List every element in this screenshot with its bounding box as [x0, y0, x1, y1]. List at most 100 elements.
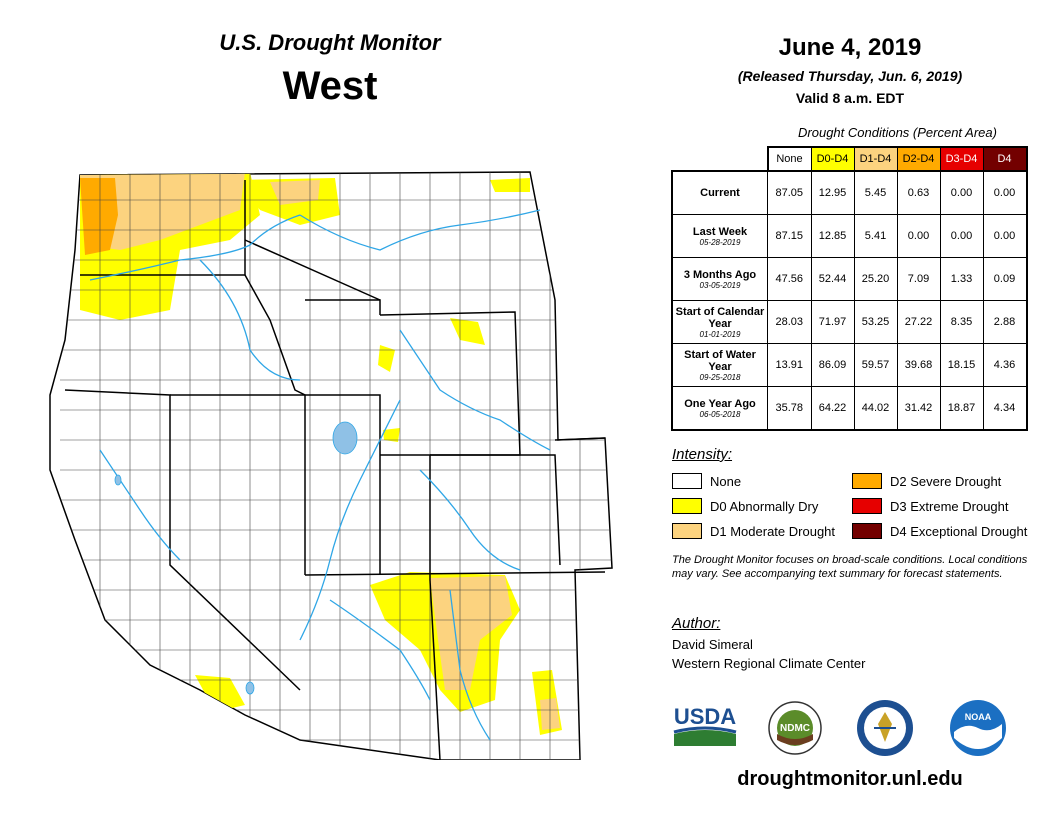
row-date: 03-05-2019 [699, 280, 741, 290]
region-title: West [282, 64, 378, 108]
table-cell: 0.63 [896, 170, 941, 215]
table-cell: 0.00 [982, 170, 1028, 215]
drought-areas [80, 172, 562, 735]
table-cell: 86.09 [810, 343, 855, 387]
d2-area-washington [80, 178, 118, 255]
legend-item: D0 Abnormally Dry [672, 497, 818, 515]
table-cell: 47.56 [767, 257, 812, 301]
lake-tahoe [114, 474, 122, 486]
d0-area-montana-east [490, 178, 530, 192]
author-name: David Simeral [672, 637, 753, 652]
commerce-seal-logo [857, 700, 913, 756]
d0-area-utah-small [378, 345, 395, 372]
table-row: 3 Months Ago 03-05-2019 47.56 52.44 25.20 7.0… [671, 257, 1028, 301]
row-date: 06-05-2018 [699, 409, 741, 419]
ndmc-logo-text: NDMC [780, 723, 810, 734]
table-cell: 0.00 [896, 214, 941, 258]
row-label-text: Start of Calendar Year [675, 305, 765, 330]
row-label: Start of Water Year 09-25-2018 [671, 343, 768, 387]
legend-label: D2 Severe Drought [890, 473, 1002, 489]
col-header-d0-d4: D0-D4 [810, 146, 855, 172]
table-row: Current 87.05 12.95 5.45 0.63 0.00 0.00 [671, 170, 1028, 215]
disclaimer-note: The Drought Monitor focuses on broad-sca… [672, 554, 1028, 580]
valid-time: Valid 8 a.m. EDT [795, 90, 905, 106]
col-header-d1-d4: D1-D4 [853, 146, 898, 172]
table-cell: 52.44 [810, 257, 855, 301]
salton-sea [245, 681, 255, 695]
release-date: (Released Thursday, Jun. 6, 2019) [737, 68, 963, 84]
d0-area-colorado-small [383, 428, 400, 442]
table-header-row: None D0-D4 D1-D4 D2-D4 D3-D4 D4 [672, 146, 1028, 172]
table-cell: 28.03 [767, 300, 812, 344]
col-header-d3-d4: D3-D4 [939, 146, 984, 172]
col-header-d4: D4 [982, 146, 1028, 172]
legend-item: D1 Moderate Drought [672, 522, 835, 540]
table-row: Last Week 05-28-2019 87.15 12.85 5.41 0.00 0.0… [671, 214, 1028, 258]
usda-logo-text: USDA [674, 704, 736, 729]
d0-area-wyoming [450, 318, 485, 345]
table-cell: 18.87 [939, 386, 984, 431]
drought-map [49, 171, 613, 760]
legend-label: None [710, 473, 742, 489]
table-cell: 12.85 [810, 214, 855, 258]
legend-swatch [672, 498, 702, 514]
table-cell: 44.02 [853, 386, 898, 431]
legend-item: D4 Exceptional Drought [852, 522, 1027, 540]
table-row: Start of Calendar Year 01-01-2019 28.03 71.… [671, 300, 1028, 344]
table-cell: 8.35 [939, 300, 984, 344]
table-cell: 25.20 [853, 257, 898, 301]
table-cell: 2.88 [982, 300, 1028, 344]
row-label: Last Week 05-28-2019 [671, 214, 768, 258]
lakes [114, 421, 358, 695]
author-title: Author: [672, 615, 721, 632]
row-label-text: Current [700, 187, 740, 199]
row-label: Start of Calendar Year 01-01-2019 [671, 300, 768, 344]
table-cell: 59.57 [853, 343, 898, 387]
row-date: 01-01-2019 [699, 329, 741, 339]
rivers [89, 209, 551, 741]
table-row: Start of Water Year 09-25-2018 13.91 86.09 5… [671, 343, 1028, 387]
ndmc-logo: NDMC [768, 701, 822, 755]
website-link[interactable]: droughtmonitor.unl.edu [737, 768, 963, 790]
table-cell: 35.78 [767, 386, 812, 431]
legend-item: D2 Severe Drought [852, 472, 1001, 490]
legend-label: D1 Moderate Drought [710, 523, 836, 539]
table-cell: 71.97 [810, 300, 855, 344]
table-row: One Year Ago 06-05-2018 35.78 64.22 44.02 31.… [671, 386, 1028, 431]
row-label: Current [671, 170, 768, 215]
table-cell: 1.33 [939, 257, 984, 301]
author-org: Western Regional Climate Center [672, 656, 866, 671]
table-cell: 0.00 [982, 214, 1028, 258]
table-cell: 7.09 [896, 257, 941, 301]
table-cell: 0.00 [939, 214, 984, 258]
conditions-caption: Drought Conditions (Percent Area) [798, 125, 997, 140]
table-cell: 5.41 [853, 214, 898, 258]
legend-swatch [852, 523, 882, 539]
intensity-title: Intensity: [672, 446, 733, 463]
table-cell: 4.36 [982, 343, 1028, 387]
table-cell: 39.68 [896, 343, 941, 387]
noaa-logo-text: NOAA [965, 712, 992, 722]
valid-date: June 4, 2019 [778, 34, 922, 61]
table-cell: 27.22 [896, 300, 941, 344]
row-label: One Year Ago 06-05-2018 [671, 386, 768, 431]
row-label-text: One Year Ago [684, 397, 756, 410]
table-cell: 5.45 [853, 170, 898, 215]
d1-area-washington [80, 172, 245, 250]
col-header-none: None [766, 146, 812, 172]
monitor-title: U.S. Drought Monitor [219, 30, 441, 55]
noaa-logo: NOAA [950, 700, 1006, 756]
legend-swatch [852, 473, 882, 489]
legend-swatch [672, 523, 702, 539]
great-salt-lake [332, 421, 358, 455]
table-cell: 53.25 [853, 300, 898, 344]
drought-conditions-table: None D0-D4 D1-D4 D2-D4 D3-D4 D4 Current 8… [671, 146, 1028, 431]
d1-area-montana [270, 180, 320, 205]
table-cell: 0.00 [939, 170, 984, 215]
row-label-text: 3 Months Ago [683, 268, 757, 281]
table-cell: 87.15 [767, 214, 812, 258]
table-cell: 0.09 [982, 257, 1028, 301]
legend-label: D4 Exceptional Drought [890, 523, 1028, 539]
d1-area-nm [430, 576, 512, 690]
usda-logo: USDA [673, 704, 737, 746]
